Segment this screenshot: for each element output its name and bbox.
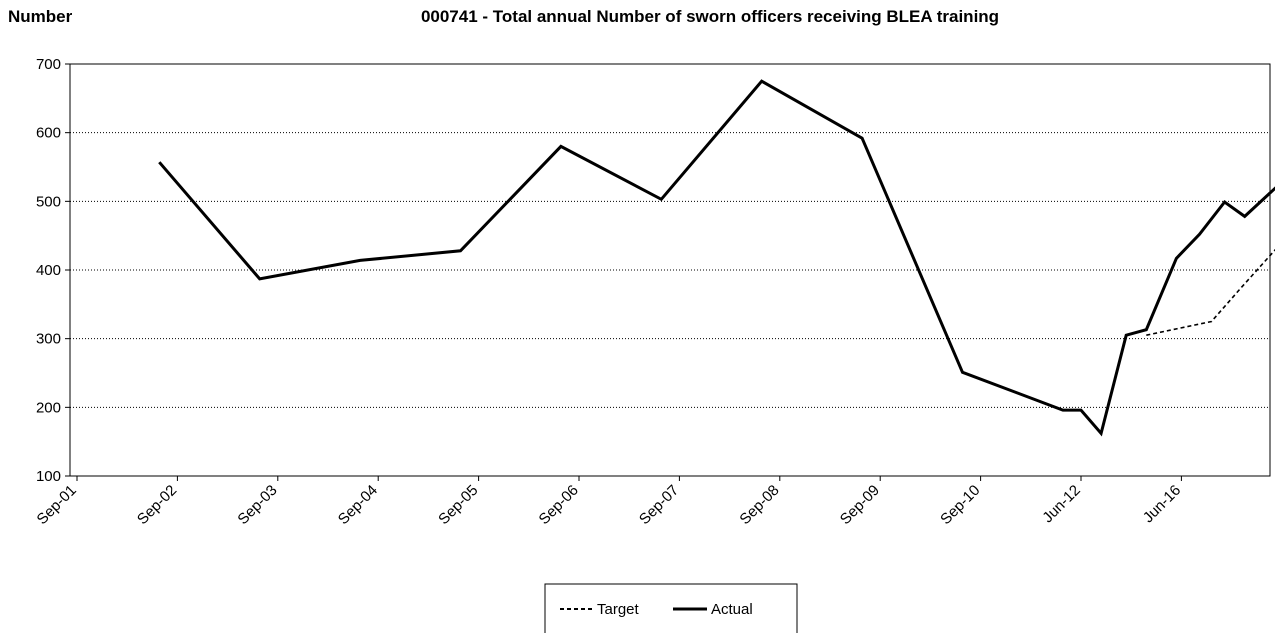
x-axis-ticks: Sep-01 Sep-02 Sep-03 Sep-04 Sep-05 Sep-06 Sep-…	[34, 476, 1184, 528]
y-tick-label: 200	[36, 399, 61, 416]
y-axis-label: Number	[8, 7, 73, 26]
x-tick-label: Sep-06	[536, 482, 582, 528]
series-line-target	[1146, 248, 1275, 336]
y-axis-ticks: 100 200 300 400 500 600 700	[36, 56, 70, 485]
x-tick-label: Sep-07	[636, 482, 682, 528]
chart-title: 000741 - Total annual Number of sworn of…	[421, 7, 999, 26]
legend: Target Actual	[544, 583, 798, 633]
x-tick-label: Sep-05	[435, 482, 481, 528]
y-tick-label: 500	[36, 193, 61, 210]
x-tick-label: Jun-16	[1140, 482, 1184, 526]
y-tick-label: 600	[36, 125, 61, 142]
x-tick-label: Sep-02	[134, 482, 180, 528]
y-tick-label: 300	[36, 331, 61, 348]
x-tick-label: Sep-04	[335, 482, 381, 528]
x-tick-label: Sep-03	[234, 482, 280, 528]
legend-actual-label: Actual	[711, 601, 753, 618]
series-line-actual	[158, 79, 1275, 437]
x-tick-label: Sep-01	[34, 482, 80, 528]
x-tick-label: Sep-08	[736, 482, 782, 528]
y-tick-label: 700	[36, 56, 61, 73]
legend-target-label: Target	[597, 601, 640, 618]
x-tick-label: Sep-10	[937, 482, 983, 528]
y-tick-label: 400	[36, 262, 61, 279]
series-layer	[158, 79, 1275, 437]
x-tick-label: Jun-12	[1039, 482, 1083, 526]
legend-box	[544, 583, 798, 633]
x-tick-label: Sep-09	[837, 482, 883, 528]
grid-lines	[70, 132, 1270, 408]
y-tick-label: 100	[36, 468, 61, 485]
